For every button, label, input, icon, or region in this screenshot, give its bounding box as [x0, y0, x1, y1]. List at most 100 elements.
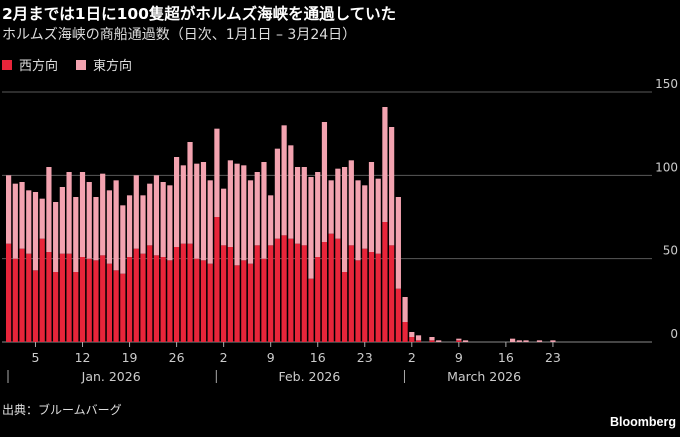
bar-westbound [308, 278, 314, 342]
y-tick-label: 50 [663, 244, 678, 258]
bar-eastbound [261, 162, 267, 259]
bar-eastbound [375, 178, 381, 254]
bar-eastbound [39, 198, 45, 239]
bar-eastbound [382, 107, 388, 222]
bar-eastbound [26, 190, 32, 254]
bar-eastbound [19, 182, 25, 249]
legend-label-westbound: 西方向 [19, 59, 59, 74]
bar-westbound [415, 340, 422, 342]
bloomberg-logo: Bloomberg [610, 415, 676, 429]
bar-westbound [315, 257, 321, 342]
bar-eastbound [342, 167, 348, 272]
legend: 西方向 東方向 [2, 55, 150, 74]
x-tick-label: 23 [545, 350, 561, 365]
bar-westbound [254, 245, 260, 342]
bar-eastbound [140, 195, 146, 254]
bar-westbound [227, 247, 233, 342]
bar-westbound [214, 217, 220, 342]
bar-westbound [174, 247, 180, 342]
bar-westbound [187, 243, 193, 342]
bar-westbound [409, 337, 415, 342]
chart-subtitle: ホルムズ海峡の商船通過数（日次、1月1日 – 3月24日） [2, 27, 357, 43]
bar-westbound [113, 270, 119, 342]
bar-eastbound [12, 183, 18, 259]
x-tick-label: 23 [357, 350, 373, 365]
bar-eastbound [227, 160, 233, 247]
bar-eastbound [234, 163, 240, 266]
bar-eastbound [180, 165, 186, 244]
bar-eastbound [214, 128, 220, 217]
bar-eastbound [147, 183, 153, 246]
bar-westbound [200, 260, 207, 342]
bar-westbound [46, 252, 52, 342]
bar-westbound [207, 263, 213, 342]
bar-eastbound [523, 340, 529, 342]
bar-eastbound [207, 180, 213, 264]
bar-eastbound [106, 190, 112, 264]
bar-eastbound [409, 332, 415, 337]
bar-westbound [167, 260, 173, 342]
bar-eastbound [120, 205, 126, 274]
bar-westbound [32, 270, 39, 342]
bar-eastbound [462, 340, 469, 342]
bar-westbound [39, 238, 45, 342]
bar-eastbound [133, 175, 139, 249]
bar-eastbound [268, 195, 274, 246]
bar-eastbound [200, 162, 207, 261]
bar-westbound [368, 252, 375, 342]
bar-eastbound [153, 175, 160, 256]
bar-westbound [301, 245, 307, 342]
bar-eastbound [368, 162, 375, 252]
bar-eastbound [46, 167, 52, 252]
bar-eastbound [32, 192, 39, 271]
bar-eastbound [355, 180, 361, 261]
legend-item-westbound: 西方向 [2, 55, 58, 74]
bar-eastbound [126, 195, 133, 257]
bar-westbound [126, 257, 133, 342]
bar-westbound [153, 255, 160, 342]
bar-westbound [194, 258, 200, 342]
bar-eastbound [187, 142, 193, 244]
x-tick-label: 2 [220, 350, 228, 365]
x-tick-label: 9 [267, 350, 275, 365]
x-tick-label: 2 [408, 350, 416, 365]
month-label: Jan. 2026 [81, 369, 141, 384]
bar-eastbound [321, 122, 328, 242]
x-tick-label: 16 [310, 350, 326, 365]
bar-eastbound [221, 188, 227, 246]
bar-westbound [79, 257, 86, 342]
bar-eastbound [456, 338, 462, 341]
bar-eastbound [194, 163, 200, 259]
bar-eastbound [254, 172, 260, 246]
bar-eastbound [247, 180, 254, 264]
x-tick-label: 12 [75, 350, 91, 365]
bar-westbound [429, 340, 435, 342]
bar-westbound [147, 245, 153, 342]
bar-eastbound [335, 168, 341, 239]
bar-westbound [160, 257, 166, 342]
legend-swatch-eastbound [76, 59, 87, 70]
bar-eastbound [174, 157, 180, 247]
x-tick-label: 16 [498, 350, 514, 365]
y-tick-label: 0 [670, 327, 678, 341]
x-tick-label: 9 [455, 350, 463, 365]
bar-eastbound [362, 185, 368, 249]
bar-westbound [281, 235, 287, 342]
bar-westbound [335, 238, 341, 342]
bar-westbound [93, 260, 99, 342]
bar-westbound [288, 238, 294, 342]
bar-eastbound [113, 180, 119, 271]
chart-title: 2月までは1日に100隻超がホルムズ海峡を通過していた [2, 5, 397, 23]
bar-eastbound [66, 172, 72, 254]
bar-eastbound [429, 337, 435, 341]
bar-eastbound [79, 172, 86, 257]
bar-eastbound [510, 338, 516, 342]
legend-swatch-westbound [2, 59, 12, 70]
bar-westbound [66, 253, 72, 342]
bar-westbound [73, 272, 79, 342]
bar-westbound [274, 238, 280, 342]
bar-westbound [375, 253, 381, 342]
bar-eastbound [93, 197, 99, 261]
bar-westbound [86, 258, 92, 342]
